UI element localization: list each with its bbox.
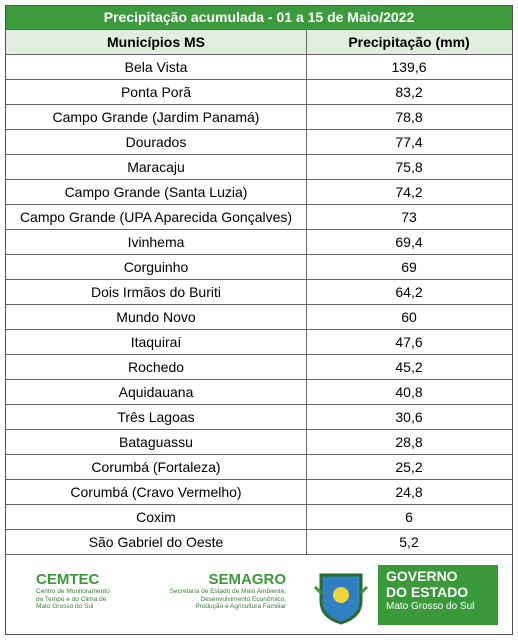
logo-text: Desenvolvimento Econômico, bbox=[200, 595, 286, 603]
precipitation-cell: 73 bbox=[401, 209, 417, 225]
table-row: Campo Grande (UPA Aparecida Gonçalves) 73 bbox=[6, 204, 512, 229]
header-row: Municípios MS Precipitação (mm) bbox=[6, 29, 512, 54]
municipality-cell: Corguinho bbox=[6, 255, 307, 279]
table-row: Mundo Novo 60 bbox=[6, 304, 512, 329]
precipitation-cell: 64,2 bbox=[395, 284, 423, 300]
municipality-cell: Campo Grande (Santa Luzia) bbox=[6, 180, 307, 204]
precipitation-cell: 69 bbox=[401, 259, 417, 275]
governo-logo: GOVERNO DO ESTADO Mato Grosso do Sul bbox=[378, 565, 498, 625]
precipitation-cell: 6 bbox=[405, 509, 413, 525]
footer: CEMTEC Centro de Monitoramento do Tempo … bbox=[6, 554, 512, 635]
table-row: Três Lagoas 30,6 bbox=[6, 404, 512, 429]
municipality-cell: Bataguassu bbox=[6, 430, 307, 454]
table-row: Rochedo 45,2 bbox=[6, 354, 512, 379]
logo-name: SEMAGRO bbox=[208, 571, 286, 588]
logo-text: Centro de Monitoramento bbox=[36, 588, 110, 595]
precipitation-cell: 75,8 bbox=[395, 159, 423, 175]
table-row: Bela Vista 139,6 bbox=[6, 54, 512, 79]
table-row: Campo Grande (Santa Luzia) 74,2 bbox=[6, 179, 512, 204]
semagro-logo: SEMAGRO Secretaria de Estado de Meio Amb… bbox=[166, 571, 286, 611]
municipality-cell: Três Lagoas bbox=[6, 405, 307, 429]
precipitation-cell: 78,8 bbox=[395, 109, 423, 125]
header-cell: Precipitação (mm) bbox=[348, 34, 470, 50]
table-row: Itaquiraí 47,6 bbox=[6, 329, 512, 354]
cemtec-logo: CEMTEC Centro de Monitoramento do Tempo … bbox=[36, 571, 110, 611]
municipality-cell: Ivinhema bbox=[6, 230, 307, 254]
municipality-cell: Dourados bbox=[6, 130, 307, 154]
precipitation-cell: 5,2 bbox=[399, 534, 419, 550]
municipality-cell: Bela Vista bbox=[6, 55, 307, 79]
table-row: Corumbá (Cravo Vermelho) 24,8 bbox=[6, 479, 512, 504]
title: Precipitação acumulada - 01 a 15 de Maio… bbox=[6, 6, 512, 29]
precipitation-cell: 28,8 bbox=[395, 434, 423, 450]
logo-text: do Tempo e do Clima de bbox=[36, 595, 107, 603]
logo-text: Mato Grosso do Sul bbox=[36, 603, 94, 610]
table-row: Dourados 77,4 bbox=[6, 129, 512, 154]
municipality-cell: Corumbá (Fortaleza) bbox=[6, 455, 307, 479]
table-row: Ivinhema 69,4 bbox=[6, 229, 512, 254]
municipality-cell: Coxim bbox=[6, 505, 307, 529]
table-row: Campo Grande (Jardim Panamá) 78,8 bbox=[6, 104, 512, 129]
precipitation-cell: 60 bbox=[401, 309, 417, 325]
precipitation-cell: 40,8 bbox=[395, 384, 423, 400]
municipality-cell: São Gabriel do Oeste bbox=[6, 530, 307, 554]
table-row: Maracaju 75,8 bbox=[6, 154, 512, 179]
logo-text: Produção e Agricultura Familiar bbox=[195, 603, 286, 610]
logo-text: Mato Grosso do Sul bbox=[386, 601, 475, 612]
logo-name: DO ESTADO bbox=[386, 584, 469, 600]
precipitation-cell: 74,2 bbox=[395, 184, 423, 200]
table-row: Ponta Porã 83,2 bbox=[6, 79, 512, 104]
logo-text: Secretaria de Estado de Meio Ambiente, bbox=[169, 588, 286, 595]
table-frame: Precipitação acumulada - 01 a 15 de Maio… bbox=[5, 5, 513, 635]
precipitation-cell: 139,6 bbox=[391, 59, 427, 75]
municipality-cell: Ponta Porã bbox=[6, 80, 307, 104]
precipitation-cell: 30,6 bbox=[395, 409, 423, 425]
municipality-cell: Aquidauana bbox=[6, 380, 307, 404]
municipality-cell: Campo Grande (UPA Aparecida Gonçalves) bbox=[6, 205, 307, 229]
table-row: Dois Irmãos do Buriti 64,2 bbox=[6, 279, 512, 304]
municipality-cell: Corumbá (Cravo Vermelho) bbox=[6, 480, 307, 504]
precipitation-cell: 69,4 bbox=[395, 234, 423, 250]
precipitation-cell: 45,2 bbox=[395, 359, 423, 375]
municipality-cell: Rochedo bbox=[6, 355, 307, 379]
table-row: Coxim 6 bbox=[6, 504, 512, 529]
table-row: Corumbá (Fortaleza) 25,2 bbox=[6, 454, 512, 479]
precipitation-cell: 24,8 bbox=[395, 484, 423, 500]
precipitation-cell: 25,2 bbox=[395, 459, 423, 475]
municipality-cell: Dois Irmãos do Buriti bbox=[6, 280, 307, 304]
logo-name: GOVERNO bbox=[386, 568, 458, 584]
precipitation-cell: 83,2 bbox=[395, 84, 423, 100]
municipality-cell: Itaquiraí bbox=[6, 330, 307, 354]
table-row: Aquidauana 40,8 bbox=[6, 379, 512, 404]
municipality-cell: Campo Grande (Jardim Panamá) bbox=[6, 105, 307, 129]
crest bbox=[313, 573, 369, 625]
logo-name: CEMTEC bbox=[36, 571, 100, 588]
municipality-cell: Mundo Novo bbox=[6, 305, 307, 329]
header-cell: Municípios MS bbox=[6, 30, 307, 54]
table-row: São Gabriel do Oeste 5,2 bbox=[6, 529, 512, 554]
table-row: Bataguassu 28,8 bbox=[6, 429, 512, 454]
municipality-cell: Maracaju bbox=[6, 155, 307, 179]
precipitation-cell: 47,6 bbox=[395, 334, 423, 350]
precipitation-cell: 77,4 bbox=[395, 134, 423, 150]
table-row: Corguinho 69 bbox=[6, 254, 512, 279]
